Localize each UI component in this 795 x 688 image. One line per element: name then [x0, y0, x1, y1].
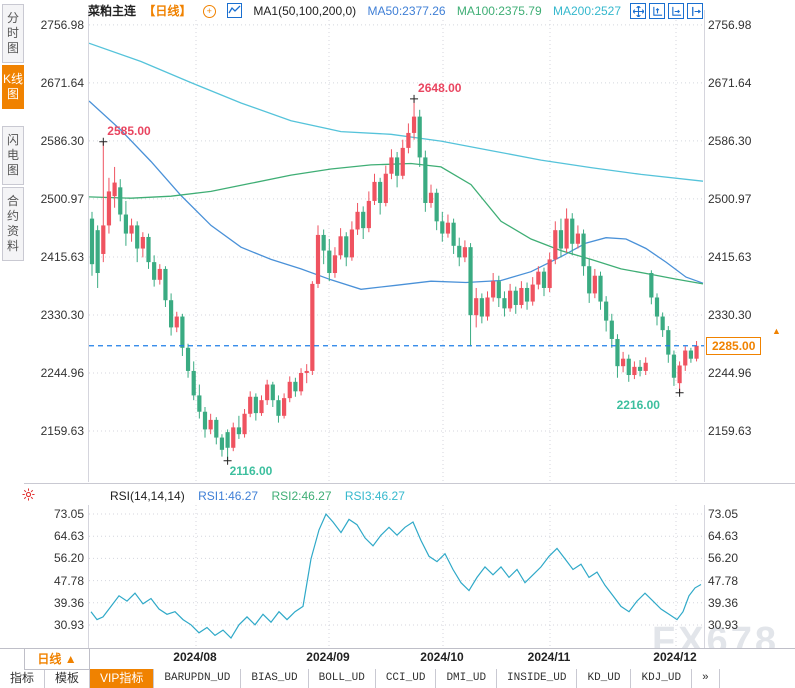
price-tick-label: 2244.96	[40, 366, 84, 380]
rsi-tick-label: 30.93	[708, 618, 739, 633]
price-annotation-2648.00: 2648.00	[418, 80, 462, 95]
add-indicator-icon[interactable]: +	[202, 5, 216, 18]
ma-chart-icon[interactable]	[227, 3, 243, 18]
price-tick-label: 2244.96	[708, 366, 752, 380]
price-tick-label: 2415.63	[708, 249, 752, 264]
price-tick-label: 2586.30	[708, 133, 752, 148]
panel-divider	[24, 483, 795, 484]
rsi-tick-label: 56.20	[53, 551, 84, 566]
rsi-tick-label: 73.05	[708, 507, 739, 521]
ma-formula-label: MA1(50,100,200,0)	[253, 4, 357, 18]
toolbar-item-10[interactable]: KD_UD	[577, 669, 632, 688]
rsi2-value-label: RSI2:46.27	[271, 489, 332, 503]
scale-x-axis-icon[interactable]	[668, 3, 684, 19]
rsi-tick-label: 64.63	[53, 529, 84, 544]
ma50-value-label: MA50:2377.26	[367, 4, 446, 18]
toolbar-item-4[interactable]: BARUPDN_UD	[154, 669, 242, 688]
month-label-2024/10: 2024/10	[420, 650, 464, 664]
sidebar-tab-3[interactable]: 闪电图	[2, 126, 24, 185]
toolbar-item-6[interactable]: BOLL_UD	[309, 669, 376, 688]
toolbar-item-5[interactable]: BIAS_UD	[241, 669, 309, 688]
price-tick-label: 2756.98	[708, 17, 752, 32]
price-tick-label: 2671.64	[708, 75, 752, 90]
rsi-header: RSI(14,14,14) RSI1:46.27 RSI2:46.27 RSI3…	[110, 489, 415, 503]
price-tick-label: 2330.30	[40, 307, 84, 322]
price-tick-label: 2159.63	[708, 424, 752, 439]
month-label-2024/09: 2024/09	[306, 650, 350, 664]
price-up-arrow-icon: ▲	[772, 325, 781, 336]
rsi-tick-label: 30.93	[53, 618, 84, 633]
rsi-tick-label: 56.20	[708, 551, 739, 566]
price-tick-label: 2756.98	[40, 17, 84, 32]
rsi-title: RSI(14,14,14)	[110, 489, 185, 503]
price-tick-label: 2671.64	[40, 75, 84, 90]
pan-crosshair-icon[interactable]	[630, 3, 646, 19]
price-annotation-2216.00: 2216.00	[616, 397, 660, 412]
toolbar-item-8[interactable]: DMI_UD	[436, 669, 498, 688]
chart-header: 菜粕主连 【日线】 + MA1(50,100,200,0) MA50:2377.…	[88, 2, 629, 18]
toolbar-item-11[interactable]: KDJ_UD	[631, 669, 693, 688]
rsi-tick-label: 73.05	[53, 507, 84, 521]
scale-y-axis-icon[interactable]	[649, 3, 665, 19]
price-annotation-2585.00: 2585.00	[107, 123, 151, 138]
month-label-2024/11: 2024/11	[527, 650, 571, 664]
rsi-tick-label: 64.63	[708, 529, 739, 544]
price-tick-label: 2500.97	[708, 191, 752, 206]
month-label-2024/08: 2024/08	[173, 650, 217, 664]
candlestick-chart[interactable]	[88, 10, 705, 482]
rsi1-value-label: RSI1:46.27	[198, 489, 259, 503]
sidebar-tab-2[interactable]: K线图	[2, 65, 24, 109]
rsi-chart[interactable]	[88, 505, 705, 648]
ma200-value-label: MA200:2527	[552, 4, 622, 18]
current-price-label: 2285.00	[706, 336, 762, 355]
toolbar-item-3[interactable]: VIP指标	[90, 669, 155, 688]
period-selector[interactable]: 日线 ▲	[24, 648, 90, 670]
price-tick-label: 2500.97	[40, 191, 84, 206]
ma100-value-label: MA100:2375.79	[456, 4, 542, 18]
rsi-settings-icon[interactable]	[22, 488, 35, 506]
rsi3-value-label: RSI3:46.27	[344, 489, 405, 503]
rsi-tick-label: 39.36	[53, 595, 84, 610]
price-tick-label: 2586.30	[40, 133, 84, 148]
toolbar-item-1[interactable]: 指标	[0, 669, 46, 688]
period-tag: 【日线】	[143, 4, 192, 18]
toolbar-item-2[interactable]: 模板	[45, 669, 91, 688]
symbol-name: 菜粕主连	[88, 4, 137, 18]
price-annotation-2116.00: 2116.00	[229, 463, 273, 478]
rsi-tick-label: 47.78	[708, 573, 739, 588]
shift-right-icon[interactable]	[687, 3, 703, 19]
price-tick-label: 2159.63	[40, 424, 84, 439]
indicator-toolbar: 指标 模板 VIP指标 BARUPDN_UD BIAS_UD BOLL_UD CCI_UD D…	[0, 669, 795, 688]
chart-control-icons	[630, 3, 703, 19]
toolbar-item-9[interactable]: INSIDE_UD	[497, 669, 578, 688]
month-label-2024/12: 2024/12	[653, 650, 697, 664]
rsi-tick-label: 39.36	[708, 595, 739, 610]
sidebar-tab-1[interactable]: 分时图	[2, 4, 24, 63]
toolbar-item-12[interactable]: »	[692, 669, 720, 688]
sidebar-tab-4[interactable]: 合约资料	[2, 187, 24, 261]
price-tick-label: 2330.30	[708, 307, 752, 322]
price-tick-label: 2415.63	[40, 249, 84, 264]
rsi-tick-label: 47.78	[53, 573, 84, 588]
toolbar-item-7[interactable]: CCI_UD	[376, 669, 437, 688]
